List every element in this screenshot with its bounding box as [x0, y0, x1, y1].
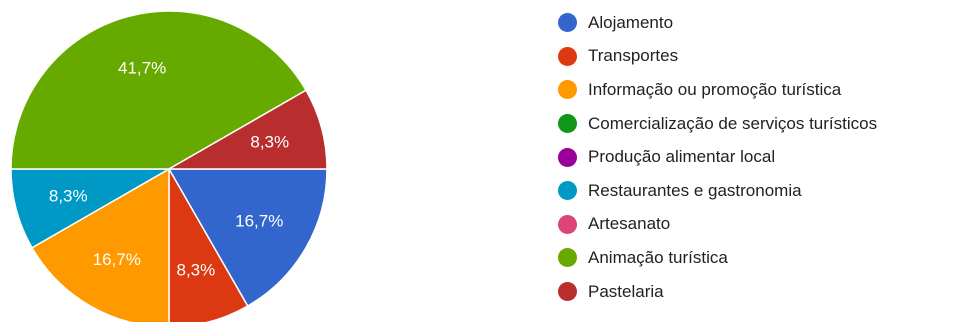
legend-label: Animação turística — [588, 248, 728, 268]
legend-swatch-icon — [558, 248, 577, 267]
legend-item[interactable]: Alojamento — [558, 6, 877, 40]
legend-swatch-icon — [558, 215, 577, 234]
legend-label: Pastelaria — [588, 282, 664, 302]
legend-swatch-icon — [558, 114, 577, 133]
slice-label-8: 41,7% — [118, 59, 166, 78]
slice-label-2: 8,3% — [177, 260, 216, 279]
legend-item[interactable]: Restaurantes e gastronomia — [558, 174, 877, 208]
legend-item[interactable]: Artesanato — [558, 208, 877, 242]
legend-swatch-icon — [558, 80, 577, 99]
legend-label: Restaurantes e gastronomia — [588, 181, 802, 201]
legend-item[interactable]: Pastelaria — [558, 275, 877, 309]
legend-item[interactable]: Comercialização de serviços turísticos — [558, 107, 877, 141]
legend-swatch-icon — [558, 148, 577, 167]
slice-label-9: 8,3% — [250, 133, 289, 152]
legend: Alojamento Transportes Informação ou promo… — [558, 6, 877, 308]
slice-label-1: 16,7% — [235, 212, 283, 231]
legend-swatch-icon — [558, 181, 577, 200]
legend-label: Alojamento — [588, 13, 673, 33]
pie-chart: 16,7% 8,3% 16,7% 8,3% 41,7% 8,3% — [0, 0, 345, 322]
legend-swatch-icon — [558, 13, 577, 32]
legend-swatch-icon — [558, 47, 577, 66]
legend-label: Comercialização de serviços turísticos — [588, 114, 877, 134]
legend-item[interactable]: Animação turística — [558, 241, 877, 275]
slice-label-6: 8,3% — [49, 186, 88, 205]
legend-item[interactable]: Produção alimentar local — [558, 140, 877, 174]
slice-label-3: 16,7% — [93, 250, 141, 269]
legend-swatch-icon — [558, 282, 577, 301]
legend-label: Informação ou promoção turística — [588, 80, 841, 100]
legend-label: Artesanato — [588, 214, 670, 234]
legend-label: Transportes — [588, 46, 678, 66]
legend-item[interactable]: Transportes — [558, 40, 877, 74]
legend-item[interactable]: Informação ou promoção turística — [558, 73, 877, 107]
legend-label: Produção alimentar local — [588, 147, 775, 167]
